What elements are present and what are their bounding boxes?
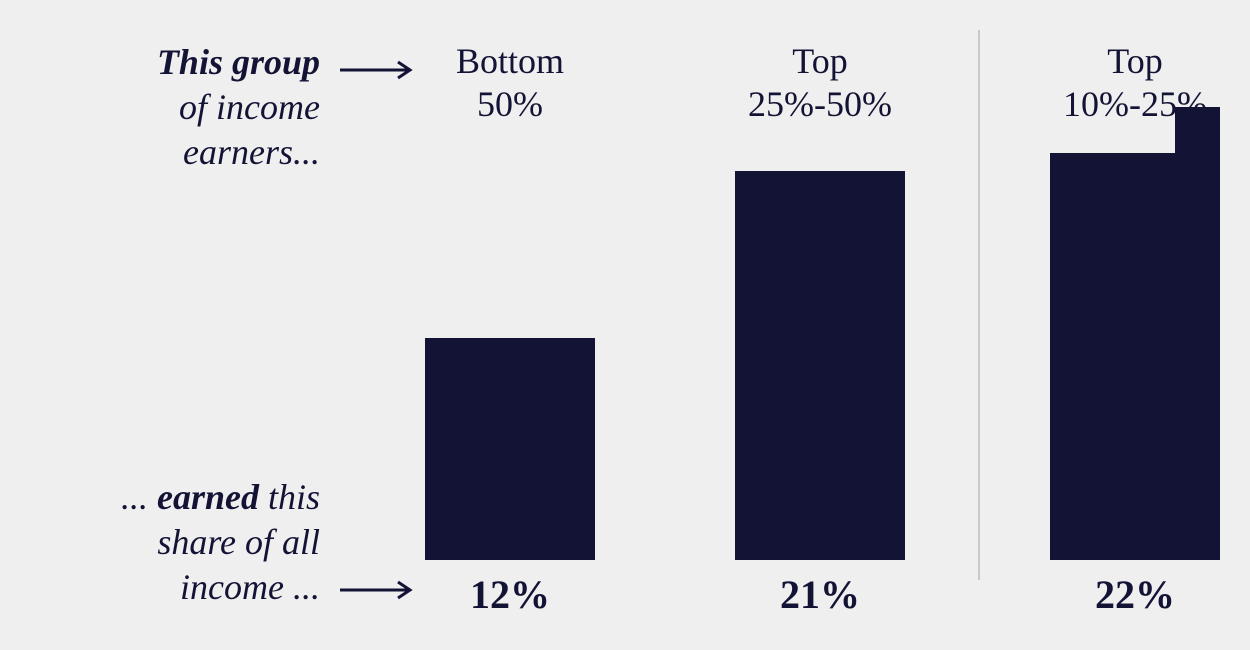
value-label: 21% (690, 571, 950, 618)
bar-accent (1175, 107, 1220, 153)
column-header-line1: Top (1107, 41, 1162, 81)
chart-canvas: This group of income earners... ... earn… (0, 0, 1250, 650)
chart-column: Top10%-25%22% (1005, 0, 1250, 650)
earned-label-rest2: share of all (157, 522, 320, 562)
bar-wrap (380, 338, 640, 560)
value-label: 22% (1005, 571, 1250, 618)
column-header: Bottom50% (380, 40, 640, 126)
chart-column: Bottom50% 12% (380, 0, 640, 650)
bar-wrap (690, 171, 950, 560)
bar (425, 338, 595, 560)
earned-label-rest3: income ... (180, 567, 320, 607)
earned-label: ... earned this share of all income ... (121, 475, 320, 610)
left-label-column: This group of income earners... ... earn… (0, 0, 340, 650)
column-divider (978, 30, 980, 580)
chart-column: Top25%-50% 21% (690, 0, 950, 650)
earned-label-bold: earned (157, 477, 259, 517)
earned-label-rest1: this (259, 477, 320, 517)
bar-wrap (1005, 153, 1250, 560)
group-label: This group of income earners... (157, 40, 320, 175)
chart-area: Bottom50%12%Top25%-50%21%Top10%-25%22% (400, 0, 1250, 650)
earned-label-prefix: ... (121, 477, 157, 517)
group-label-line1: of income (179, 87, 320, 127)
bar (1050, 153, 1220, 560)
bar (735, 171, 905, 560)
group-label-bold: This group (157, 42, 320, 82)
column-header-line2: 50% (477, 84, 543, 124)
column-header-line2: 25%-50% (748, 84, 892, 124)
column-header-line1: Bottom (456, 41, 564, 81)
value-label: 12% (380, 571, 640, 618)
column-header-line1: Top (792, 41, 847, 81)
column-header: Top25%-50% (690, 40, 950, 126)
group-label-line2: earners... (183, 132, 320, 172)
